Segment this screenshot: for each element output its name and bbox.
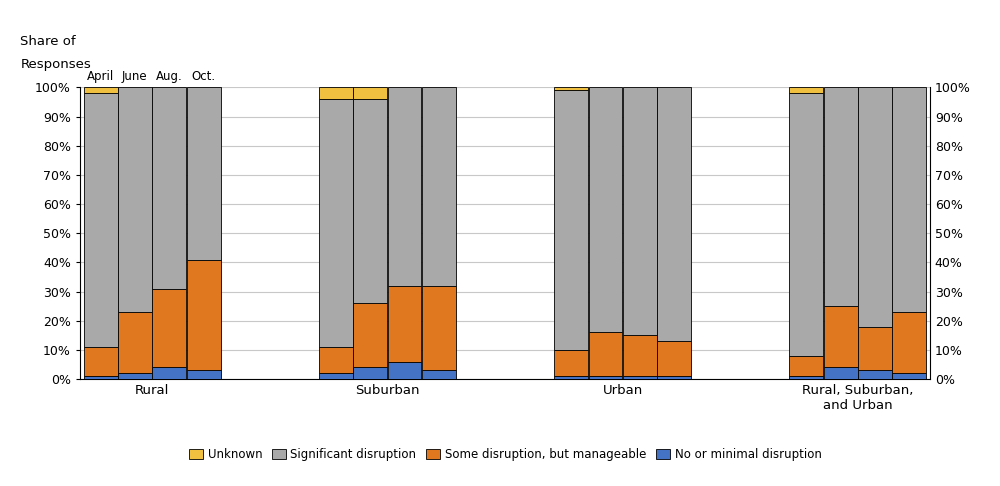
Bar <box>858 370 892 379</box>
Bar <box>422 370 456 379</box>
Bar <box>388 87 421 286</box>
Bar <box>657 341 691 376</box>
Bar <box>353 367 387 379</box>
Bar <box>824 367 858 379</box>
Bar <box>187 87 221 260</box>
Bar <box>554 376 588 379</box>
Bar <box>789 356 823 376</box>
Bar <box>824 87 858 306</box>
Bar <box>858 87 892 327</box>
Bar <box>657 376 691 379</box>
Bar <box>657 87 691 341</box>
Bar <box>319 373 353 379</box>
Bar <box>589 376 622 379</box>
Bar <box>187 370 221 379</box>
Bar <box>353 99 387 303</box>
Bar <box>623 335 657 376</box>
Text: Oct.: Oct. <box>191 70 216 83</box>
Bar <box>319 87 353 99</box>
Bar <box>789 376 823 379</box>
Text: April: April <box>87 70 114 83</box>
Text: June: June <box>122 70 148 83</box>
Bar <box>118 312 152 373</box>
Bar <box>789 87 823 93</box>
Bar <box>353 303 387 367</box>
Bar <box>388 362 421 379</box>
Bar <box>858 327 892 370</box>
Bar <box>388 286 421 362</box>
Bar <box>319 99 353 347</box>
Bar <box>319 347 353 373</box>
Text: Responses: Responses <box>20 58 91 71</box>
Bar <box>118 373 152 379</box>
Bar <box>152 289 186 367</box>
Bar <box>187 260 221 370</box>
Bar <box>623 376 657 379</box>
Bar <box>789 93 823 356</box>
Bar <box>118 87 152 312</box>
Bar <box>824 306 858 367</box>
Text: Share of: Share of <box>20 35 76 48</box>
Bar <box>152 367 186 379</box>
Bar <box>589 87 622 332</box>
Bar <box>554 350 588 376</box>
Bar <box>152 87 186 289</box>
Bar <box>554 90 588 350</box>
Bar <box>422 286 456 370</box>
Bar <box>623 87 657 335</box>
Bar <box>589 332 622 376</box>
Bar <box>422 87 456 286</box>
Bar <box>84 93 118 347</box>
Text: Aug.: Aug. <box>156 70 183 83</box>
Bar <box>892 87 926 312</box>
Bar <box>84 376 118 379</box>
Bar <box>554 87 588 90</box>
Legend: Unknown, Significant disruption, Some disruption, but manageable, No or minimal : Unknown, Significant disruption, Some di… <box>184 443 826 466</box>
Bar <box>892 373 926 379</box>
Bar <box>84 347 118 376</box>
Bar <box>892 312 926 373</box>
Bar <box>353 87 387 99</box>
Bar <box>84 87 118 93</box>
